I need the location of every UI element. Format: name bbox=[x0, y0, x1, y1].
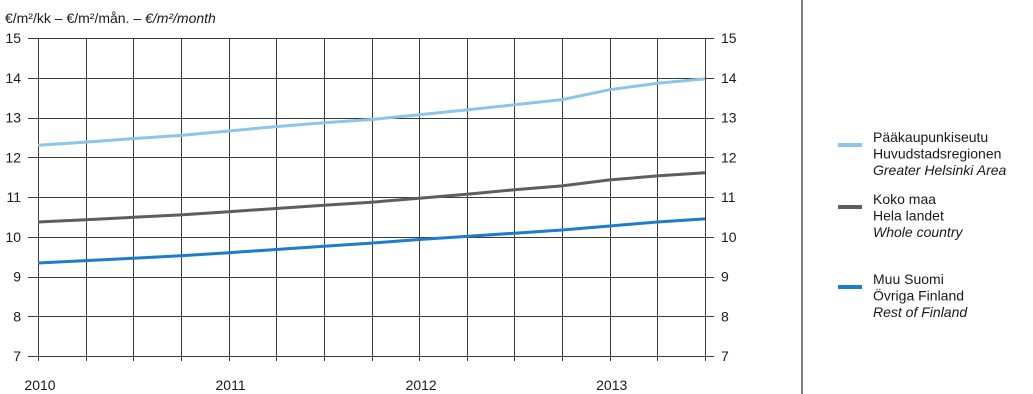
legend-label-name: Muu Suomi bbox=[873, 271, 944, 287]
y-tick-label-left: 7 bbox=[13, 348, 21, 364]
legend: PääkaupunkiseutuHuvudstadsregionenGreate… bbox=[838, 129, 1007, 320]
y-tick-label-right: 14 bbox=[721, 70, 737, 86]
legend-label-name-en: Rest of Finland bbox=[873, 304, 968, 320]
legend-label-name: Pääkaupunkiseutu bbox=[873, 129, 988, 145]
y-tick-label-right: 9 bbox=[721, 269, 729, 285]
y-axis-unit-label-part-english: €/m²/month bbox=[145, 10, 216, 26]
y-tick-label-left: 11 bbox=[6, 189, 21, 205]
legend-label-name-sv: Hela landet bbox=[873, 208, 944, 224]
x-tick-label: 2013 bbox=[596, 377, 627, 393]
y-tick-label-left: 12 bbox=[5, 149, 21, 165]
y-tick-label-right: 11 bbox=[721, 189, 736, 205]
y-tick-label-left: 14 bbox=[5, 70, 21, 86]
y-tick-label-right: 13 bbox=[721, 110, 737, 126]
legend-label-name-sv: Huvudstadsregionen bbox=[873, 146, 1001, 162]
y-axis-left: 7 8 9 10 11 12 13 14 15 bbox=[5, 30, 21, 364]
y-tick-label-right: 7 bbox=[721, 348, 729, 364]
legend-label-name-en: Greater Helsinki Area bbox=[873, 162, 1007, 178]
plot-grid bbox=[28, 38, 714, 361]
series-line-0 bbox=[37, 77, 706, 147]
y-tick-label-left: 9 bbox=[13, 269, 21, 285]
y-tick-label-left: 13 bbox=[5, 110, 21, 126]
y-axis-right: 7 8 9 10 11 12 13 14 15 bbox=[721, 30, 737, 364]
y-tick-label-right: 8 bbox=[721, 308, 729, 324]
y-axis-unit-label: €/m²/kk – €/m²/mån. – €/m²/month bbox=[5, 10, 216, 26]
legend-label-name: Koko maa bbox=[873, 191, 936, 207]
x-tick-label: 2010 bbox=[24, 377, 55, 393]
y-tick-label-right: 10 bbox=[721, 229, 737, 245]
y-tick-label-right: 12 bbox=[721, 149, 737, 165]
y-tick-label-right: 15 bbox=[721, 30, 737, 46]
series-line-1 bbox=[37, 171, 706, 224]
series-lines bbox=[37, 77, 706, 265]
series-line-2 bbox=[37, 217, 706, 265]
y-axis-unit-label-part: €/m²/kk – €/m²/mån. – bbox=[5, 10, 145, 26]
legend-label-name-sv: Övriga Finland bbox=[873, 287, 964, 304]
y-tick-label-left: 15 bbox=[5, 30, 21, 46]
y-tick-label-left: 8 bbox=[13, 308, 21, 324]
x-tick-label: 2012 bbox=[406, 377, 437, 393]
x-tick-label: 2011 bbox=[216, 377, 246, 393]
y-tick-label-left: 10 bbox=[5, 229, 21, 245]
x-axis: 2010 2011 2012 2013 bbox=[24, 377, 627, 393]
legend-item-0: PääkaupunkiseutuHuvudstadsregionenGreate… bbox=[838, 129, 1007, 178]
legend-label-name-en: Whole country bbox=[873, 224, 963, 240]
